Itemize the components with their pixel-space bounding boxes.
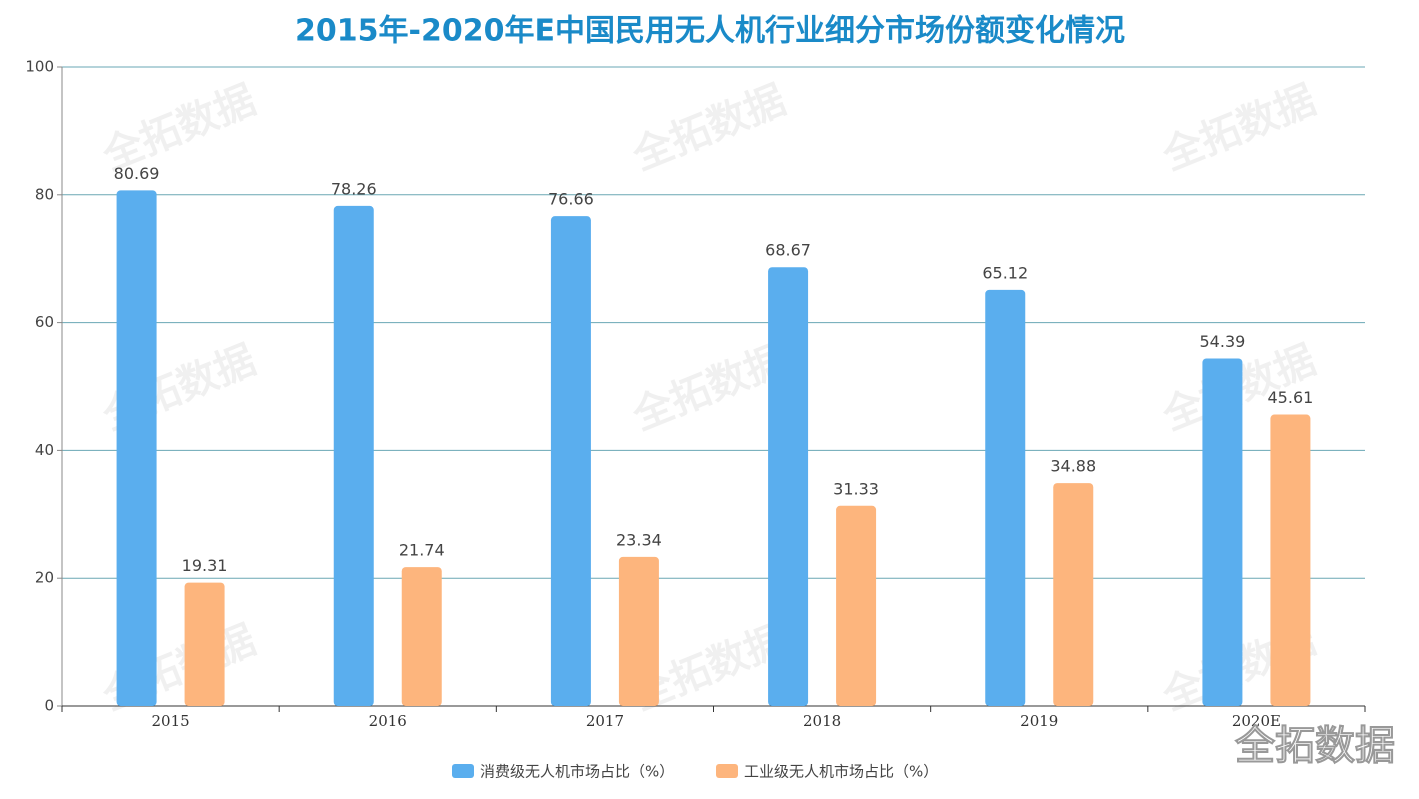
bar (836, 505, 877, 706)
data-label: 68.67 (765, 241, 811, 260)
data-label: 78.26 (331, 179, 377, 198)
data-label: 23.34 (616, 530, 662, 549)
x-tick-label: 2019 (1020, 712, 1058, 730)
watermark: 全拓数据 (626, 77, 793, 180)
bar (768, 267, 809, 706)
legend-label: 消费级无人机市场占比（%） (480, 763, 674, 781)
legend-label: 工业级无人机市场占比（%） (744, 763, 938, 781)
y-tick-label: 20 (35, 569, 54, 587)
legend-swatch (452, 764, 474, 778)
bar (1270, 414, 1311, 706)
data-label: 76.66 (548, 190, 594, 209)
data-label: 34.88 (1050, 457, 1096, 476)
watermark: 全拓数据 (626, 337, 793, 440)
bar (1053, 483, 1094, 706)
logo: 全拓数据 (1234, 723, 1395, 769)
y-tick-label: 0 (44, 697, 54, 715)
bar (333, 205, 374, 707)
y-tick-label: 80 (35, 185, 54, 203)
data-label: 65.12 (982, 263, 1028, 282)
y-tick-label: 100 (25, 58, 54, 76)
data-label: 21.74 (399, 541, 445, 560)
x-tick-label: 2018 (803, 712, 841, 730)
legend-swatch (716, 764, 738, 778)
data-label: 19.31 (182, 556, 228, 575)
bar (618, 556, 659, 706)
data-label: 54.39 (1200, 332, 1246, 351)
y-tick-label: 60 (35, 313, 54, 331)
bar (985, 289, 1026, 706)
data-label: 31.33 (833, 479, 879, 498)
x-tick-label: 2017 (586, 712, 624, 730)
bar (184, 582, 225, 706)
y-tick-label: 40 (35, 441, 54, 459)
chart-title: 2015年-2020年E中国民用无人机行业细分市场份额变化情况 (295, 14, 1125, 49)
bar (401, 567, 442, 706)
bar (550, 216, 591, 707)
bar (116, 190, 157, 707)
watermark: 全拓数据 (1156, 77, 1323, 180)
bar (1202, 358, 1243, 706)
x-tick-label: 2020E (1232, 712, 1281, 730)
data-label: 45.61 (1268, 388, 1314, 407)
data-label: 80.69 (114, 164, 160, 183)
x-tick-label: 2015 (151, 712, 189, 730)
x-tick-label: 2016 (369, 712, 407, 730)
